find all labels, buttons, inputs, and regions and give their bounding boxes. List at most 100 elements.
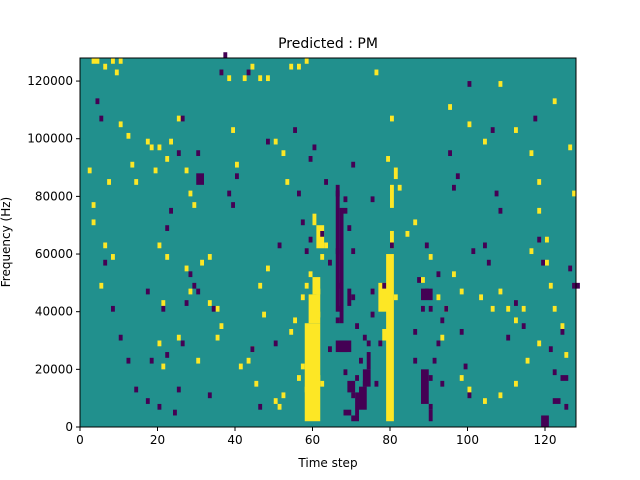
heatmap-low-cell: [362, 334, 367, 341]
heatmap-high-cell: [467, 121, 472, 128]
y-axis-label: Frequency (Hz): [0, 197, 13, 288]
heatmap-high-cell: [572, 190, 576, 197]
heatmap-high-cell: [537, 340, 542, 347]
heatmap-low-cell: [149, 357, 154, 364]
heatmap-high-cell: [548, 282, 553, 289]
heatmap-high-cell: [176, 115, 181, 122]
heatmap-low-cell: [351, 248, 356, 255]
heatmap-low-cell: [157, 403, 162, 410]
heatmap-low-cell: [521, 323, 526, 329]
heatmap-low-cell: [273, 340, 278, 347]
heatmap-high-cell: [99, 282, 104, 289]
heatmap-high-cell: [188, 288, 193, 295]
heatmap-high-cell: [308, 271, 313, 278]
heatmap-low-cell: [339, 282, 344, 289]
heatmap-high-cell: [157, 242, 162, 249]
heatmap-high-cell: [277, 403, 282, 410]
heatmap-high-cell: [479, 294, 483, 301]
y-axis: 0 20000 40000 60000 80000 100000 120000: [27, 74, 80, 434]
heatmap-low-cell: [188, 271, 193, 278]
heatmap-high-cell: [231, 127, 235, 133]
heatmap-cells: [87, 52, 580, 427]
heatmap-low-cell: [324, 179, 328, 185]
heatmap-high-cell: [316, 375, 321, 381]
heatmap-high-cell: [498, 81, 503, 87]
heatmap-high-cell: [483, 398, 487, 404]
heatmap-low-cell: [235, 173, 239, 180]
heatmap-high-cell: [289, 63, 294, 70]
heatmap-high-cell: [304, 58, 309, 64]
heatmap-high-cell: [304, 386, 309, 393]
heatmap-low-cell: [250, 346, 255, 353]
heatmap-low-cell: [432, 357, 437, 364]
heatmap-low-block: [347, 380, 356, 393]
heatmap-low-cell: [328, 259, 332, 266]
heatmap-low-cell: [459, 328, 464, 335]
heatmap-high-cell: [258, 75, 263, 82]
heatmap-low-cell: [161, 305, 166, 312]
heatmap-low-cell: [308, 156, 313, 162]
heatmap-high-block: [393, 167, 398, 180]
heatmap-low-cell: [440, 317, 445, 324]
heatmap-high-cell: [188, 190, 193, 197]
heatmap-high-cell: [145, 138, 150, 145]
heatmap-low-cell: [207, 392, 212, 399]
heatmap-low-block: [347, 288, 352, 306]
heatmap-low-block: [196, 173, 204, 185]
heatmap-low-cell: [568, 265, 573, 272]
heatmap-high-cell: [184, 167, 189, 174]
heatmap-low-cell: [370, 311, 375, 318]
heatmap-low-cell: [184, 300, 189, 306]
heatmap-low-cell: [494, 190, 499, 197]
heatmap-low-cell: [339, 305, 344, 312]
heatmap-low-cell: [351, 161, 356, 168]
heatmap-high-cell: [215, 305, 220, 312]
heatmap-high-cell: [459, 288, 464, 295]
heatmap-low-block: [355, 392, 359, 416]
heatmap-high-cell: [91, 58, 96, 64]
heatmap-low-cell: [126, 357, 131, 364]
heatmap-low-block: [541, 415, 549, 427]
heatmap-low-cell: [180, 340, 185, 347]
heatmap-low-cell: [355, 323, 359, 329]
heatmap-high-cell: [192, 202, 197, 208]
heatmap-low-cell: [498, 207, 503, 214]
heatmap-high-cell: [304, 282, 309, 289]
x-axis-label: Time step: [297, 456, 357, 470]
heatmap-low-cell: [351, 294, 356, 301]
x-tick-label: 20: [150, 433, 165, 447]
heatmap-low-block: [560, 375, 569, 381]
heatmap-low-cell: [211, 305, 216, 312]
y-tick-label: 100000: [27, 132, 73, 146]
heatmap-high-cell: [266, 265, 270, 272]
heatmap-high-cell: [273, 138, 278, 145]
heatmap-low-cell: [297, 190, 301, 197]
heatmap-high-cell: [161, 300, 166, 306]
heatmap-high-block: [304, 323, 321, 422]
heatmap-low-cell: [378, 340, 383, 347]
heatmap-low-cell: [370, 288, 375, 295]
heatmap-low-cell: [428, 403, 433, 410]
x-tick-label: 120: [534, 433, 557, 447]
heatmap-low-cell: [490, 127, 495, 133]
heatmap-high-cell: [289, 328, 294, 335]
heatmap-low-cell: [176, 150, 181, 157]
heatmap-high-cell: [165, 156, 170, 162]
heatmap-high-cell: [386, 156, 390, 162]
heatmap-high-cell: [545, 259, 549, 266]
heatmap-low-cell: [196, 150, 201, 157]
heatmap-low-cell: [176, 386, 181, 393]
heatmap-low-cell: [564, 403, 569, 410]
heatmap-low-block: [366, 352, 371, 370]
heatmap-low-cell: [335, 248, 340, 255]
heatmap-high-cell: [448, 104, 452, 110]
heatmap-high-cell: [483, 138, 487, 145]
heatmap-high-cell: [529, 150, 534, 157]
heatmap-low-cell: [223, 52, 228, 58]
heatmap-high-cell: [316, 288, 321, 295]
heatmap-low-cell: [514, 300, 518, 306]
plot-frame: [79, 57, 577, 428]
heatmap-high-block: [390, 184, 394, 208]
heatmap-low-cell: [343, 196, 348, 203]
